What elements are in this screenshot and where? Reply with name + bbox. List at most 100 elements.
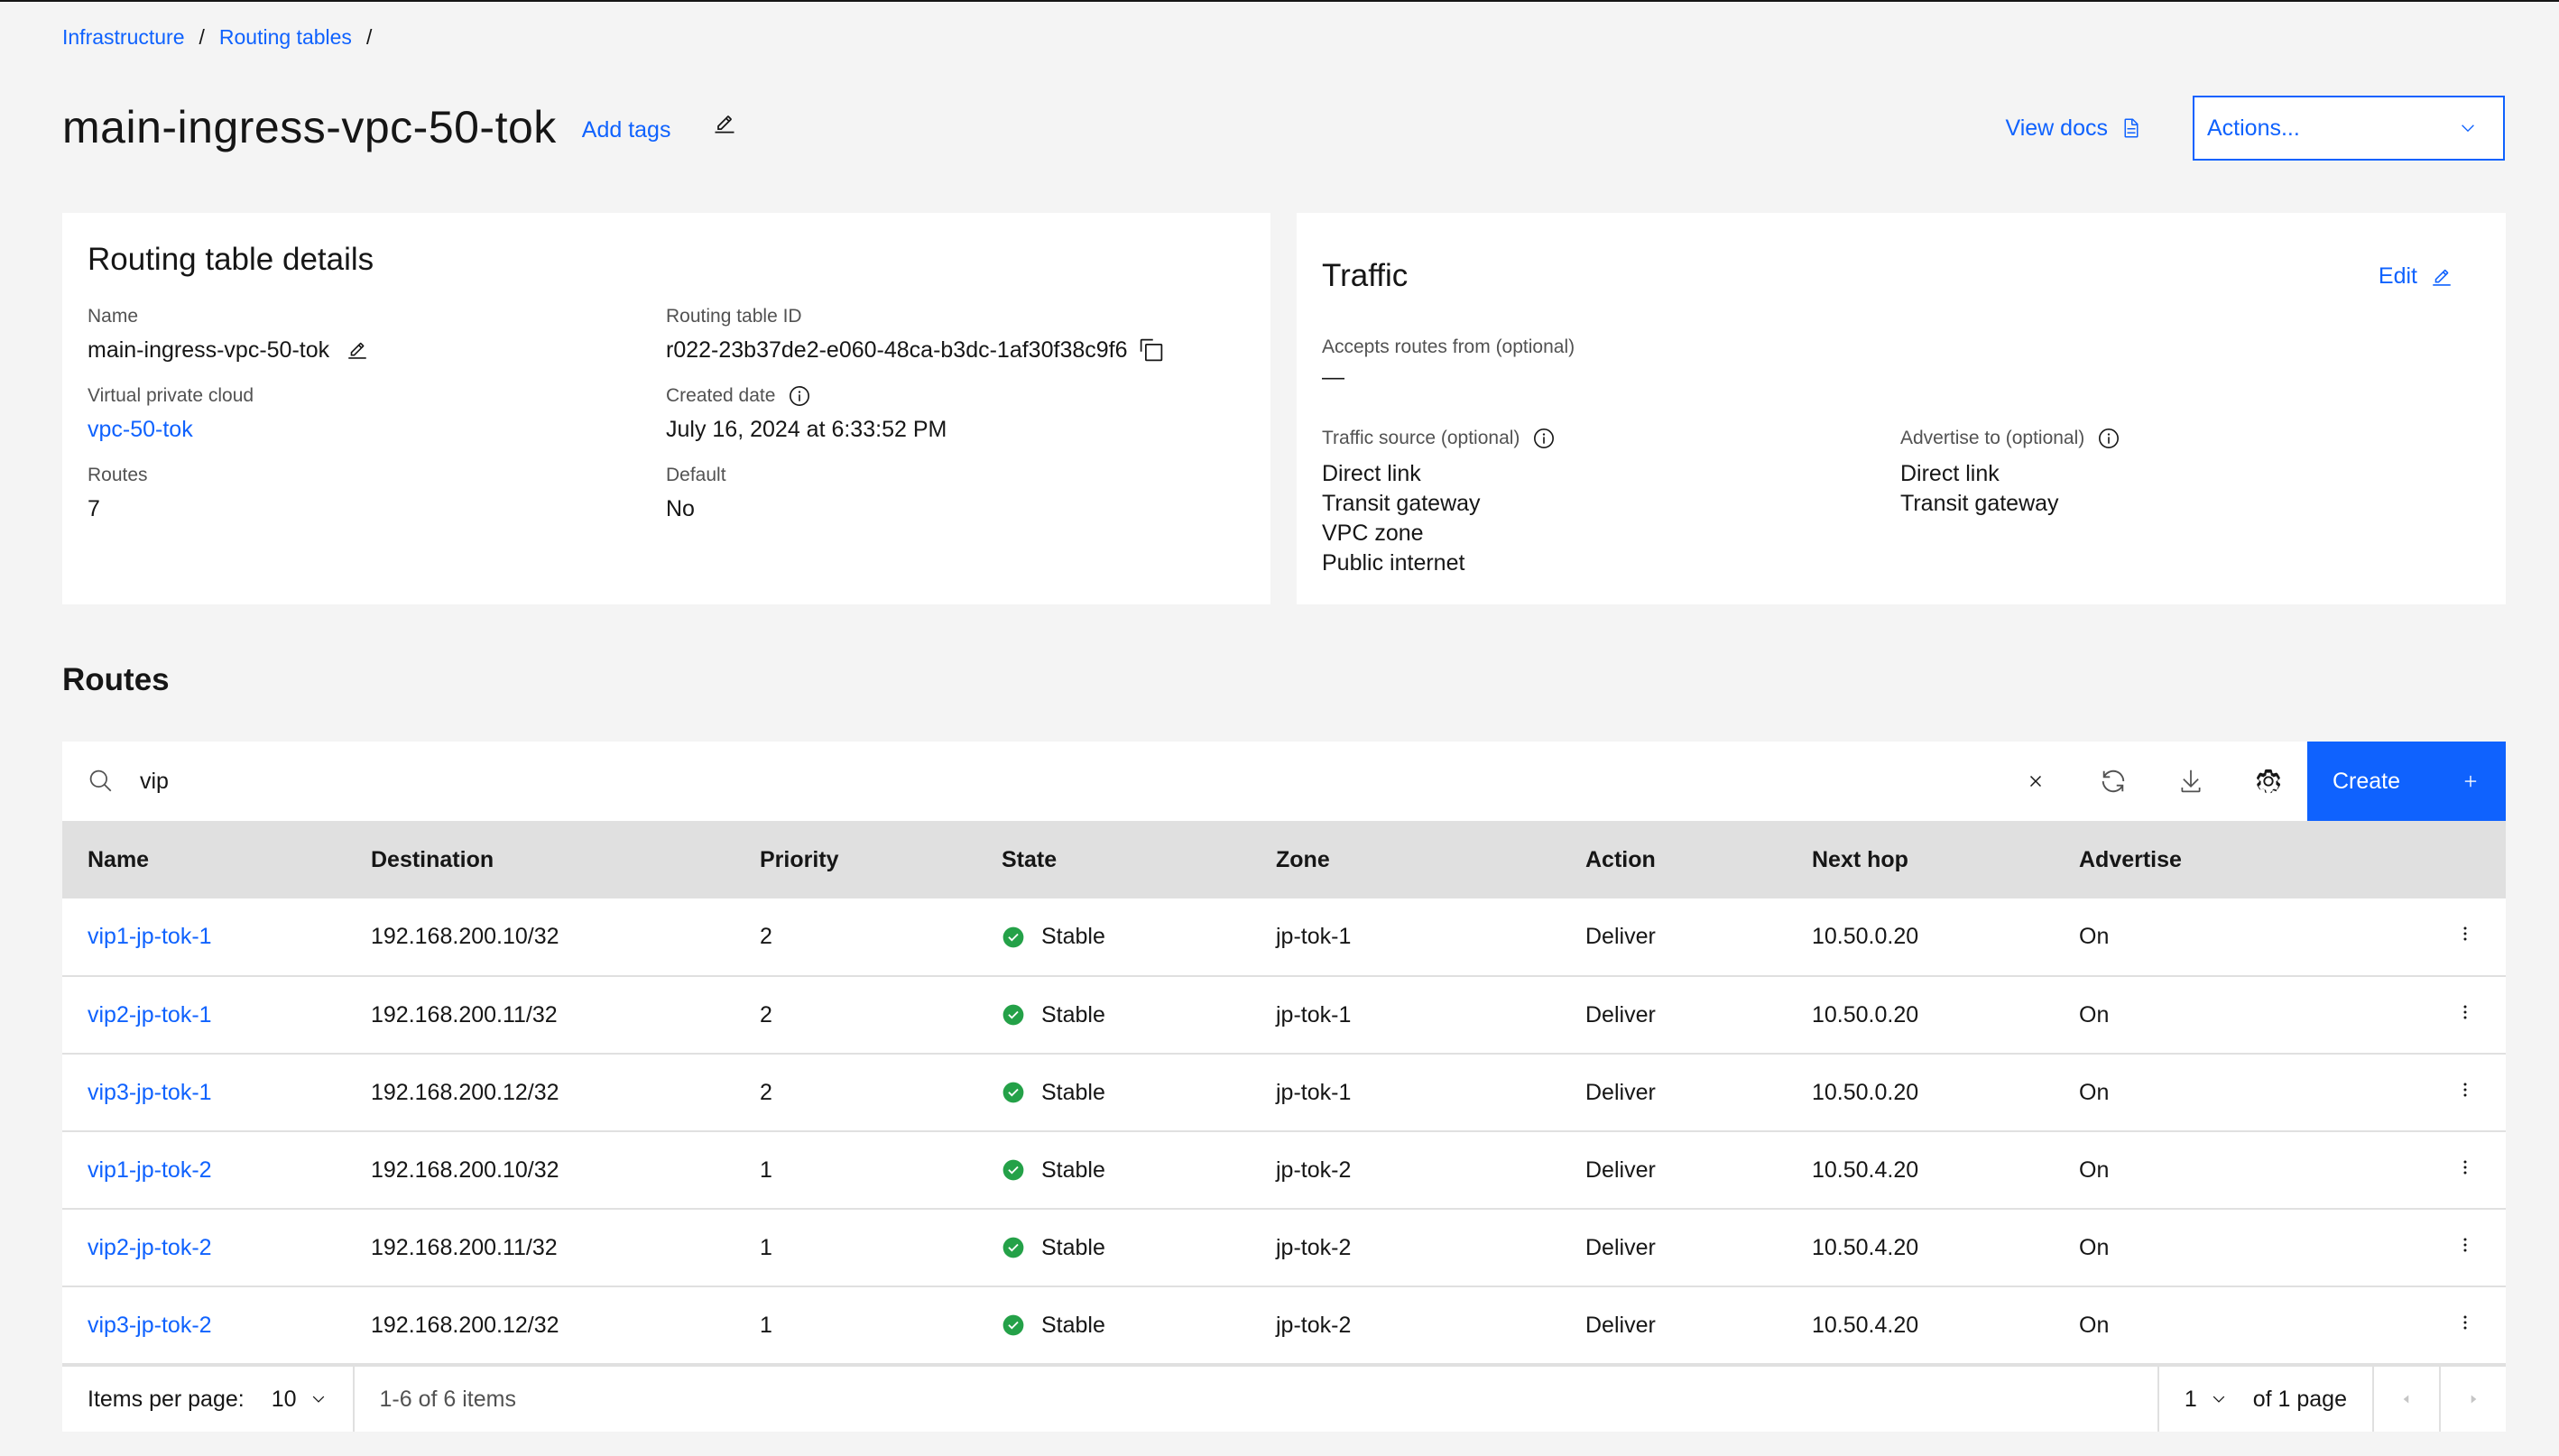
checkmark-filled-icon [1002,1159,1024,1181]
edit-name-field-icon[interactable] [346,338,369,362]
routes-section-title: Routes [62,662,170,697]
breadcrumb-infrastructure[interactable]: Infrastructure [62,25,185,49]
search-input[interactable] [140,742,1997,821]
route-name-link[interactable]: vip3-jp-tok-2 [88,1312,212,1338]
route-name-link[interactable]: vip1-jp-tok-2 [88,1157,212,1183]
overflow-menu-icon[interactable] [2454,1157,2476,1178]
cell-action: Deliver [1585,1079,1656,1105]
cell-action: Deliver [1585,924,1656,949]
copy-icon[interactable] [1139,337,1164,363]
cell-destination: 192.168.200.12/32 [371,1312,559,1338]
actions-dropdown[interactable]: Actions... [2193,96,2505,161]
cell-priority: 2 [760,1001,772,1027]
info-icon[interactable] [788,384,811,408]
column-header-priority[interactable]: Priority [760,846,839,872]
state-indicator: Stable [1002,1157,1251,1184]
cell-priority: 2 [760,924,772,949]
table-row[interactable]: vip1-jp-tok-2 192.168.200.10/32 1 Stable jp-… [62,1131,2506,1209]
details-card-title: Routing table details [88,242,374,277]
cell-state: Stable [976,1131,1251,1209]
name-label: Name [88,306,139,327]
vpc-label: Virtual private cloud [88,385,254,406]
table-row[interactable]: vip3-jp-tok-1 192.168.200.12/32 2 Stable jp-… [62,1054,2506,1131]
pagination: Items per page: 10 1-6 of 6 items 1 of 1… [62,1365,2506,1432]
route-name-link[interactable]: vip2-jp-tok-1 [88,1001,212,1027]
create-route-button[interactable]: Create [2307,742,2506,821]
row-overflow-cell [2425,898,2506,976]
settings-button[interactable] [2230,742,2307,821]
routes-count-field: Routes 7 [88,464,666,523]
traffic-source-item: Public internet [1322,550,1465,576]
accepts-routes-field: Accepts routes from (optional) — [1322,336,2480,391]
column-header-name[interactable]: Name [88,846,150,872]
table-row[interactable]: vip3-jp-tok-2 192.168.200.12/32 1 Stable jp-… [62,1286,2506,1364]
overflow-menu-icon[interactable] [2454,1234,2476,1256]
cell-priority: 1 [760,1234,772,1260]
table-row[interactable]: vip2-jp-tok-1 192.168.200.11/32 2 Stable jp-… [62,976,2506,1054]
cell-advertise: On [2079,1001,2110,1027]
column-header-actions [2425,821,2506,898]
state-label: Stable [1041,1312,1105,1338]
cell-destination: 192.168.200.11/32 [371,1234,558,1260]
cell-action: Deliver [1585,1157,1656,1183]
route-name-link[interactable]: vip3-jp-tok-1 [88,1079,212,1105]
state-label: Stable [1041,1079,1105,1105]
page-select[interactable]: 1 [2157,1367,2253,1432]
column-header-state[interactable]: State [1002,846,1058,872]
cell-destination: 192.168.200.10/32 [371,924,559,949]
download-button[interactable] [2152,742,2230,821]
overflow-menu-icon[interactable] [2454,923,2476,945]
route-name-link[interactable]: vip2-jp-tok-2 [88,1234,212,1260]
cell-destination: 192.168.200.12/32 [371,1079,559,1105]
table-row[interactable]: vip2-jp-tok-2 192.168.200.11/32 1 Stable jp-… [62,1209,2506,1286]
cell-priority: 1 [760,1312,772,1338]
edit-name-icon[interactable] [712,111,737,136]
cell-zone: jp-tok-2 [1276,1234,1352,1260]
info-icon[interactable] [1532,427,1556,450]
traffic-source-label: Traffic source (optional) [1322,428,1520,448]
column-header-destination[interactable]: Destination [371,846,494,872]
cell-zone: jp-tok-2 [1276,1157,1352,1183]
traffic-edit-button[interactable]: Edit [2379,263,2453,290]
column-header-advertise[interactable]: Advertise [2079,846,2182,872]
refresh-button[interactable] [2074,742,2152,821]
clear-search-button[interactable] [1997,742,2074,821]
add-tags-link[interactable]: Add tags [581,116,671,143]
caret-right-icon [2471,1395,2477,1404]
caret-left-icon [2403,1395,2409,1404]
page-count: of 1 page [2252,1386,2347,1412]
cell-name: vip2-jp-tok-2 [62,1209,346,1286]
checkmark-filled-icon [1002,1237,1024,1258]
column-header-next-hop[interactable]: Next hop [1812,846,1908,872]
next-page-button[interactable] [2439,1367,2506,1432]
table-row[interactable]: vip1-jp-tok-1 192.168.200.10/32 2 Stable jp-… [62,898,2506,976]
routing-table-id-label: Routing table ID [666,306,802,327]
cell-action: Deliver [1585,1312,1656,1338]
cell-next-hop: 10.50.4.20 [1812,1157,1919,1183]
info-icon[interactable] [2097,427,2120,450]
state-indicator: Stable [1002,1002,1251,1028]
chevron-down-icon [312,1396,324,1403]
view-docs-link[interactable]: View docs [2006,115,2143,142]
column-header-action[interactable]: Action [1585,846,1656,872]
row-overflow-cell [2425,976,2506,1054]
routes-count-value: 7 [88,496,100,521]
items-per-page-value: 10 [271,1386,297,1412]
column-header-zone[interactable]: Zone [1276,846,1330,872]
cell-advertise: On [2079,1234,2110,1260]
breadcrumb-routing-tables[interactable]: Routing tables [218,25,352,49]
route-name-link[interactable]: vip1-jp-tok-1 [88,924,212,949]
state-label: Stable [1041,1001,1105,1027]
cell-action: Deliver [1585,1001,1656,1027]
routing-table-id-value: r022-23b37de2-e060-48ca-b3dc-1af30f38c9f… [666,337,1128,363]
overflow-menu-icon[interactable] [2454,1079,2476,1101]
cell-priority: 2 [760,1079,772,1105]
row-overflow-cell [2425,1286,2506,1364]
breadcrumb: Infrastructure / Routing tables / [62,25,386,50]
cell-state: Stable [976,1209,1251,1286]
items-per-page-select[interactable]: 10 [272,1367,355,1432]
vpc-link[interactable]: vpc-50-tok [88,417,193,442]
previous-page-button[interactable] [2372,1367,2439,1432]
overflow-menu-icon[interactable] [2454,1312,2476,1333]
overflow-menu-icon[interactable] [2454,1001,2476,1023]
